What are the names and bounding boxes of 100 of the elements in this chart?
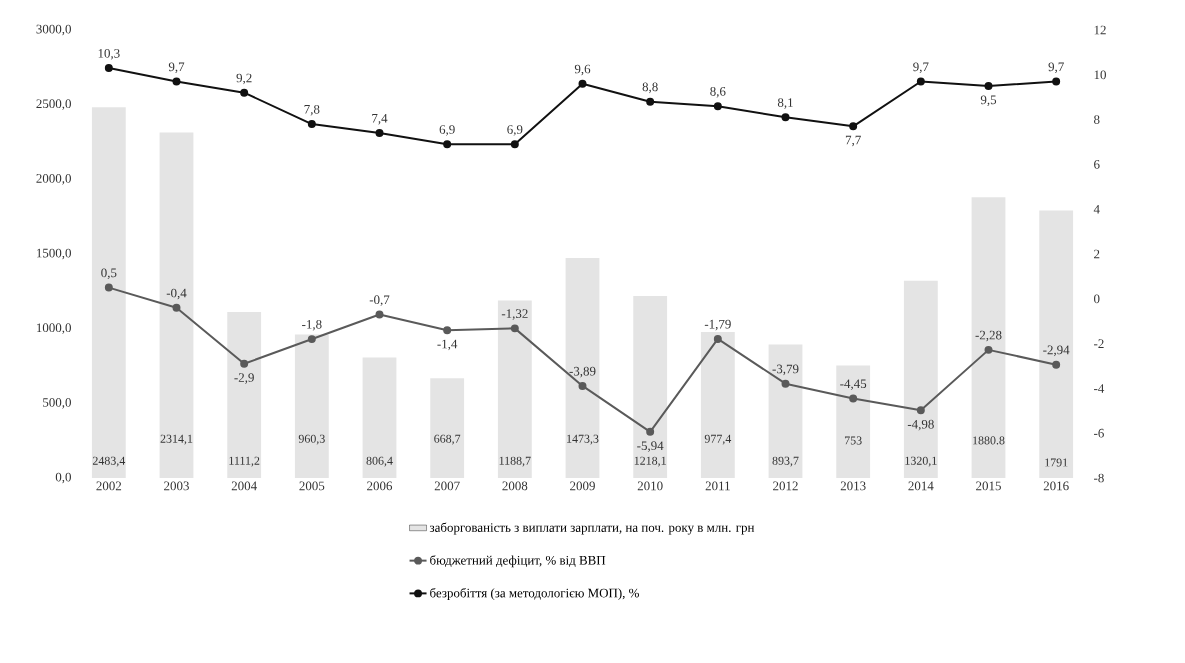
point xyxy=(443,140,452,149)
bar xyxy=(497,300,532,478)
y2-tick-label: 10 xyxy=(1094,70,1106,80)
data-label: -3,79 xyxy=(772,364,799,376)
y2-tick-label: 12 xyxy=(1094,25,1106,35)
point xyxy=(307,120,316,129)
x-tick-label: 2015 xyxy=(976,481,1001,491)
legend-label: заборгованість з виплати зарплати, на поч. року в млн. грн xyxy=(429,522,755,535)
y-tick-label: 500,0 xyxy=(43,398,71,409)
bar xyxy=(836,365,871,478)
data-label: 9,7 xyxy=(1048,62,1064,73)
legend-label: бюджетний дефіцит, % від ВВП xyxy=(430,555,606,568)
data-label: -2,28 xyxy=(975,330,1002,342)
point xyxy=(713,334,722,343)
x-tick-label: 2014 xyxy=(908,481,934,491)
data-label: 1320,1 xyxy=(905,456,937,467)
y2-tick-label: 2 xyxy=(1094,249,1100,259)
data-label: 6,9 xyxy=(507,125,523,136)
data-label: 1791 xyxy=(1045,458,1068,467)
y2-tick-label: -4 xyxy=(1094,384,1105,393)
data-label: 1111,2 xyxy=(229,456,260,467)
point xyxy=(375,129,384,138)
data-label: 9,2 xyxy=(236,73,252,85)
data-label: 753 xyxy=(844,436,862,445)
data-label: 9,7 xyxy=(913,62,929,73)
data-label: 2314,1 xyxy=(160,434,193,445)
data-label: 8,1 xyxy=(777,98,793,109)
data-label: 977,4 xyxy=(704,434,732,445)
data-label: 960,3 xyxy=(298,434,325,445)
point xyxy=(172,303,181,312)
y2-tick-label: 8 xyxy=(1094,115,1100,124)
data-label: 10,3 xyxy=(98,48,120,60)
point xyxy=(916,406,925,415)
x-tick-label: 2004 xyxy=(231,481,257,491)
data-label: -2,9 xyxy=(234,373,254,384)
data-label: 893,7 xyxy=(772,456,799,467)
bar xyxy=(227,312,262,478)
x-tick-label: 2003 xyxy=(164,481,189,491)
point xyxy=(172,77,181,86)
data-label: 7,4 xyxy=(372,113,388,125)
bar xyxy=(294,334,329,478)
data-label: -2,94 xyxy=(1043,345,1070,357)
data-label: 1880.8 xyxy=(973,436,1005,445)
bar xyxy=(430,378,465,478)
point xyxy=(984,345,993,354)
point xyxy=(240,359,249,368)
point xyxy=(781,113,790,122)
x-tick-label: 2016 xyxy=(1043,481,1069,491)
y2-tick-label: -6 xyxy=(1094,428,1104,438)
data-label: 8,8 xyxy=(642,82,658,94)
data-label: -4,98 xyxy=(907,419,934,431)
x-tick-label: 2009 xyxy=(570,481,595,491)
x-tick-label: 2012 xyxy=(773,481,798,491)
x-tick-label: 2006 xyxy=(367,481,393,491)
bar xyxy=(700,332,735,478)
bar xyxy=(903,280,938,478)
x-tick-label: 2007 xyxy=(434,481,460,491)
bar xyxy=(362,357,397,478)
point xyxy=(578,381,587,390)
x-tick-label: 2010 xyxy=(637,481,663,491)
x-tick-label: 2011 xyxy=(705,481,730,491)
point xyxy=(781,379,790,388)
point xyxy=(849,122,858,131)
point xyxy=(984,82,993,90)
data-label: -4,45 xyxy=(840,379,867,390)
data-label: 1218,1 xyxy=(634,456,666,467)
point xyxy=(240,88,249,97)
point xyxy=(646,97,655,106)
data-label: 8,6 xyxy=(710,87,726,98)
data-label: 1188,7 xyxy=(499,456,531,467)
data-label: -3,89 xyxy=(569,366,596,378)
y2-tick-label: 4 xyxy=(1093,204,1100,214)
data-label: 806,4 xyxy=(366,456,393,467)
point xyxy=(443,326,452,335)
data-label: 1473,3 xyxy=(567,434,599,445)
y-tick-label: 0,0 xyxy=(55,472,71,484)
data-label: 668,7 xyxy=(434,434,461,445)
y2-tick-label: -8 xyxy=(1094,473,1104,483)
data-label: 7,8 xyxy=(304,104,320,116)
point xyxy=(578,79,587,88)
bar xyxy=(159,132,194,478)
x-tick-label: 2008 xyxy=(502,481,528,491)
data-label: 2483,4 xyxy=(92,456,126,467)
x-tick-label: 2002 xyxy=(96,481,122,491)
point xyxy=(916,77,925,86)
data-label: -1,8 xyxy=(302,320,322,331)
bar xyxy=(768,344,803,478)
y-tick-label: 1000,0 xyxy=(37,323,71,334)
data-label: -0,4 xyxy=(166,288,187,300)
data-label: 6,9 xyxy=(439,125,455,136)
bar xyxy=(91,107,126,478)
point xyxy=(104,283,113,292)
data-label: -1,4 xyxy=(437,339,458,351)
data-label: 7,7 xyxy=(845,135,861,147)
y2-tick-label: 6 xyxy=(1094,160,1100,169)
bar xyxy=(1039,210,1074,478)
x-tick-label: 2013 xyxy=(840,481,866,491)
bar xyxy=(633,296,668,478)
data-label: 9,5 xyxy=(980,95,997,107)
y2-tick-label: -2 xyxy=(1094,339,1104,348)
